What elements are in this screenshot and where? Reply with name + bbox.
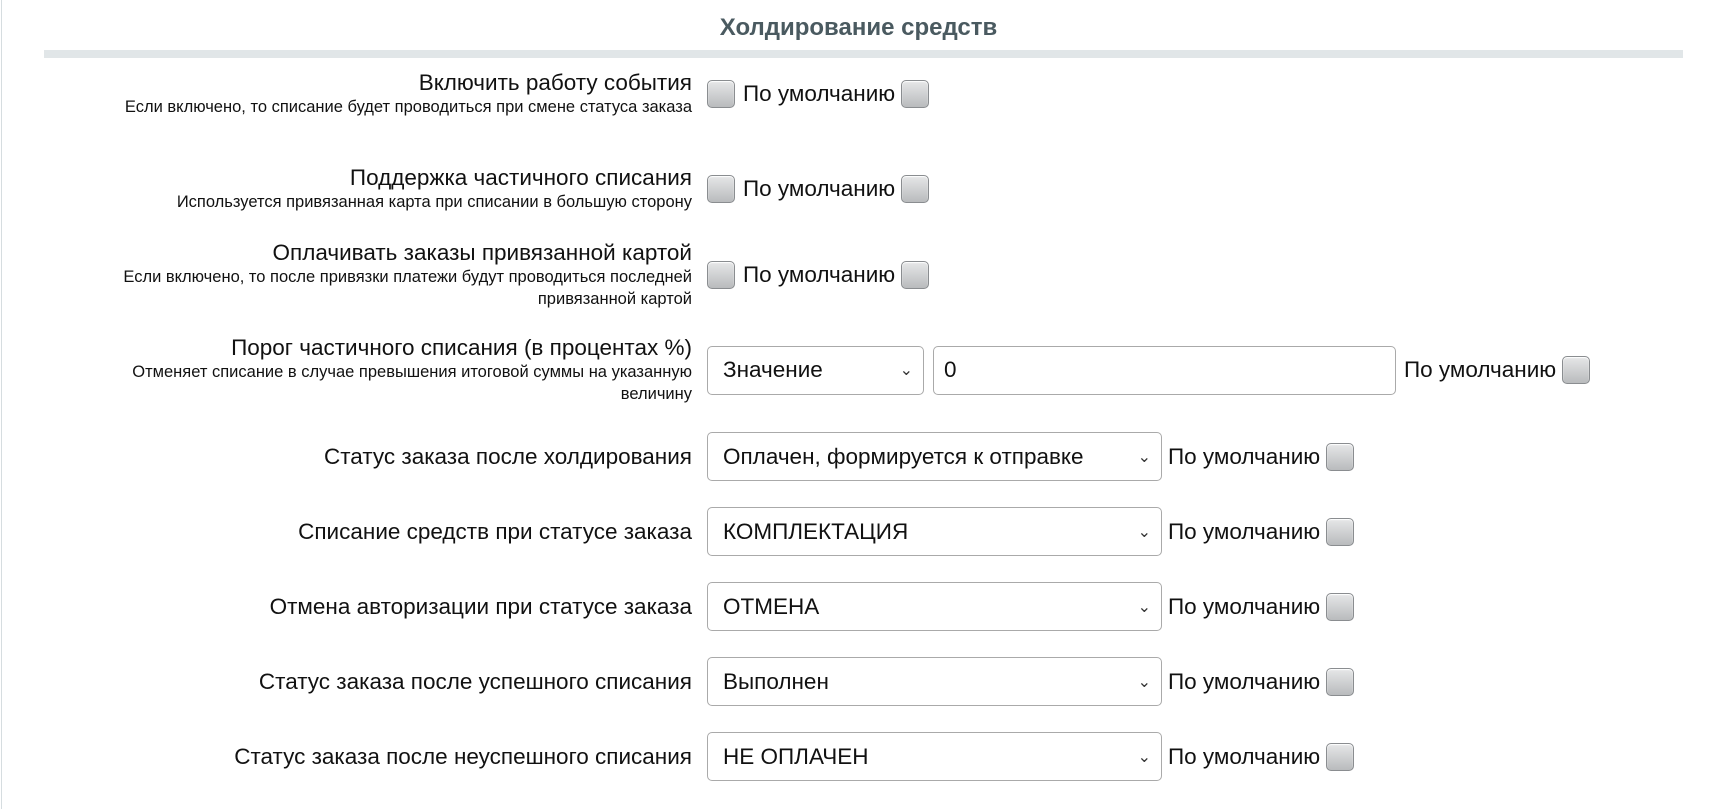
default-checkbox[interactable] [1562,356,1591,384]
enable-event-checkbox[interactable] [707,80,735,108]
default-label: По умолчанию [743,262,896,287]
setting-status-after-hold: Статус заказа после холдирования Оплачен… [0,432,1727,481]
setting-label: Отмена авторизации при статусе заказа [269,593,692,619]
default-checkbox[interactable] [901,175,930,203]
select-value: Выполнен [723,668,829,694]
default-label: По умолчанию [743,176,896,201]
setting-label: Поддержка частичного списания [349,165,692,190]
select-value: КОМПЛЕКТАЦИЯ [723,518,909,544]
select-value: НЕ ОПЛАЧЕН [723,743,869,769]
default-checkbox[interactable] [1326,742,1355,771]
setting-label: Оплачивать заказы привязанной картой [272,240,692,265]
success-status-select[interactable]: Выполнен ⌄ [707,657,1162,706]
setting-label: Включить работу события [418,70,692,95]
default-label: По умолчанию [1168,443,1321,469]
default-checkbox[interactable] [1326,667,1355,696]
chevron-down-icon: ⌄ [899,362,913,379]
fail-status-select[interactable]: НЕ ОПЛАЧЕН ⌄ [707,732,1162,781]
default-label: По умолчанию [1168,518,1321,544]
status-after-hold-select[interactable]: Оплачен, формируется к отправке ⌄ [707,432,1162,481]
setting-enable-event: Включить работу события Если включено, то… [0,70,1727,118]
setting-label: Статус заказа после успешного списания [258,668,692,694]
setting-success-status: Статус заказа после успешного списания В… [0,657,1727,706]
charge-status-select[interactable]: КОМПЛЕКТАЦИЯ ⌄ [707,507,1162,556]
default-label: По умолчанию [1404,357,1557,382]
setting-label: Статус заказа после неуспешного списания [234,743,692,769]
default-checkbox[interactable] [1326,442,1355,471]
select-value: Оплачен, формируется к отправке [723,443,1084,469]
setting-hint: Если включено, то списание будет проводи… [124,98,692,116]
default-label: По умолчанию [1168,593,1321,619]
default-checkbox[interactable] [901,80,930,108]
setting-hint: Отменяет списание в случае превышения ит… [132,363,692,403]
setting-fail-status: Статус заказа после неуспешного списания… [0,732,1727,781]
default-label: По умолчанию [1168,668,1321,694]
setting-charge-status: Списание средств при статусе заказа КОМП… [0,507,1727,556]
threshold-value-input[interactable]: 0 [933,345,1396,395]
page-border [1,0,2,809]
setting-hint: Используется привязанная карта при списа… [176,193,692,211]
default-label: По умолчанию [1168,743,1321,769]
setting-partial-threshold: Порог частичного списания (в процентах %… [0,335,1727,405]
section-title: Холдирование средств [719,14,998,41]
setting-label: Порог частичного списания (в процентах %… [231,335,692,360]
section-divider [44,50,1683,58]
setting-pay-linked-card: Оплачивать заказы привязанной картой Если… [0,240,1727,310]
partial-charge-checkbox[interactable] [707,175,735,203]
chevron-down-icon: ⌄ [1137,523,1151,541]
cancel-auth-status-select[interactable]: ОТМЕНА ⌄ [707,582,1162,631]
default-label: По умолчанию [743,81,896,106]
threshold-type-select[interactable]: Значение ⌄ [707,345,924,395]
setting-label: Списание средств при статусе заказа [298,518,692,544]
default-checkbox[interactable] [901,261,930,289]
chevron-down-icon: ⌄ [1137,598,1151,616]
select-value: ОТМЕНА [723,593,820,619]
setting-partial-charge: Поддержка частичного списания Используетс… [0,165,1727,213]
setting-hint: Если включено, то после привязки платежи… [123,268,692,308]
chevron-down-icon: ⌄ [1137,748,1151,766]
chevron-down-icon: ⌄ [1137,448,1151,466]
setting-label: Статус заказа после холдирования [324,443,692,469]
pay-linked-card-checkbox[interactable] [707,261,735,289]
select-value: Значение [723,357,823,382]
default-checkbox[interactable] [1326,592,1355,621]
setting-cancel-auth-status: Отмена авторизации при статусе заказа ОТ… [0,582,1727,631]
chevron-down-icon: ⌄ [1137,673,1151,691]
default-checkbox[interactable] [1326,517,1355,546]
